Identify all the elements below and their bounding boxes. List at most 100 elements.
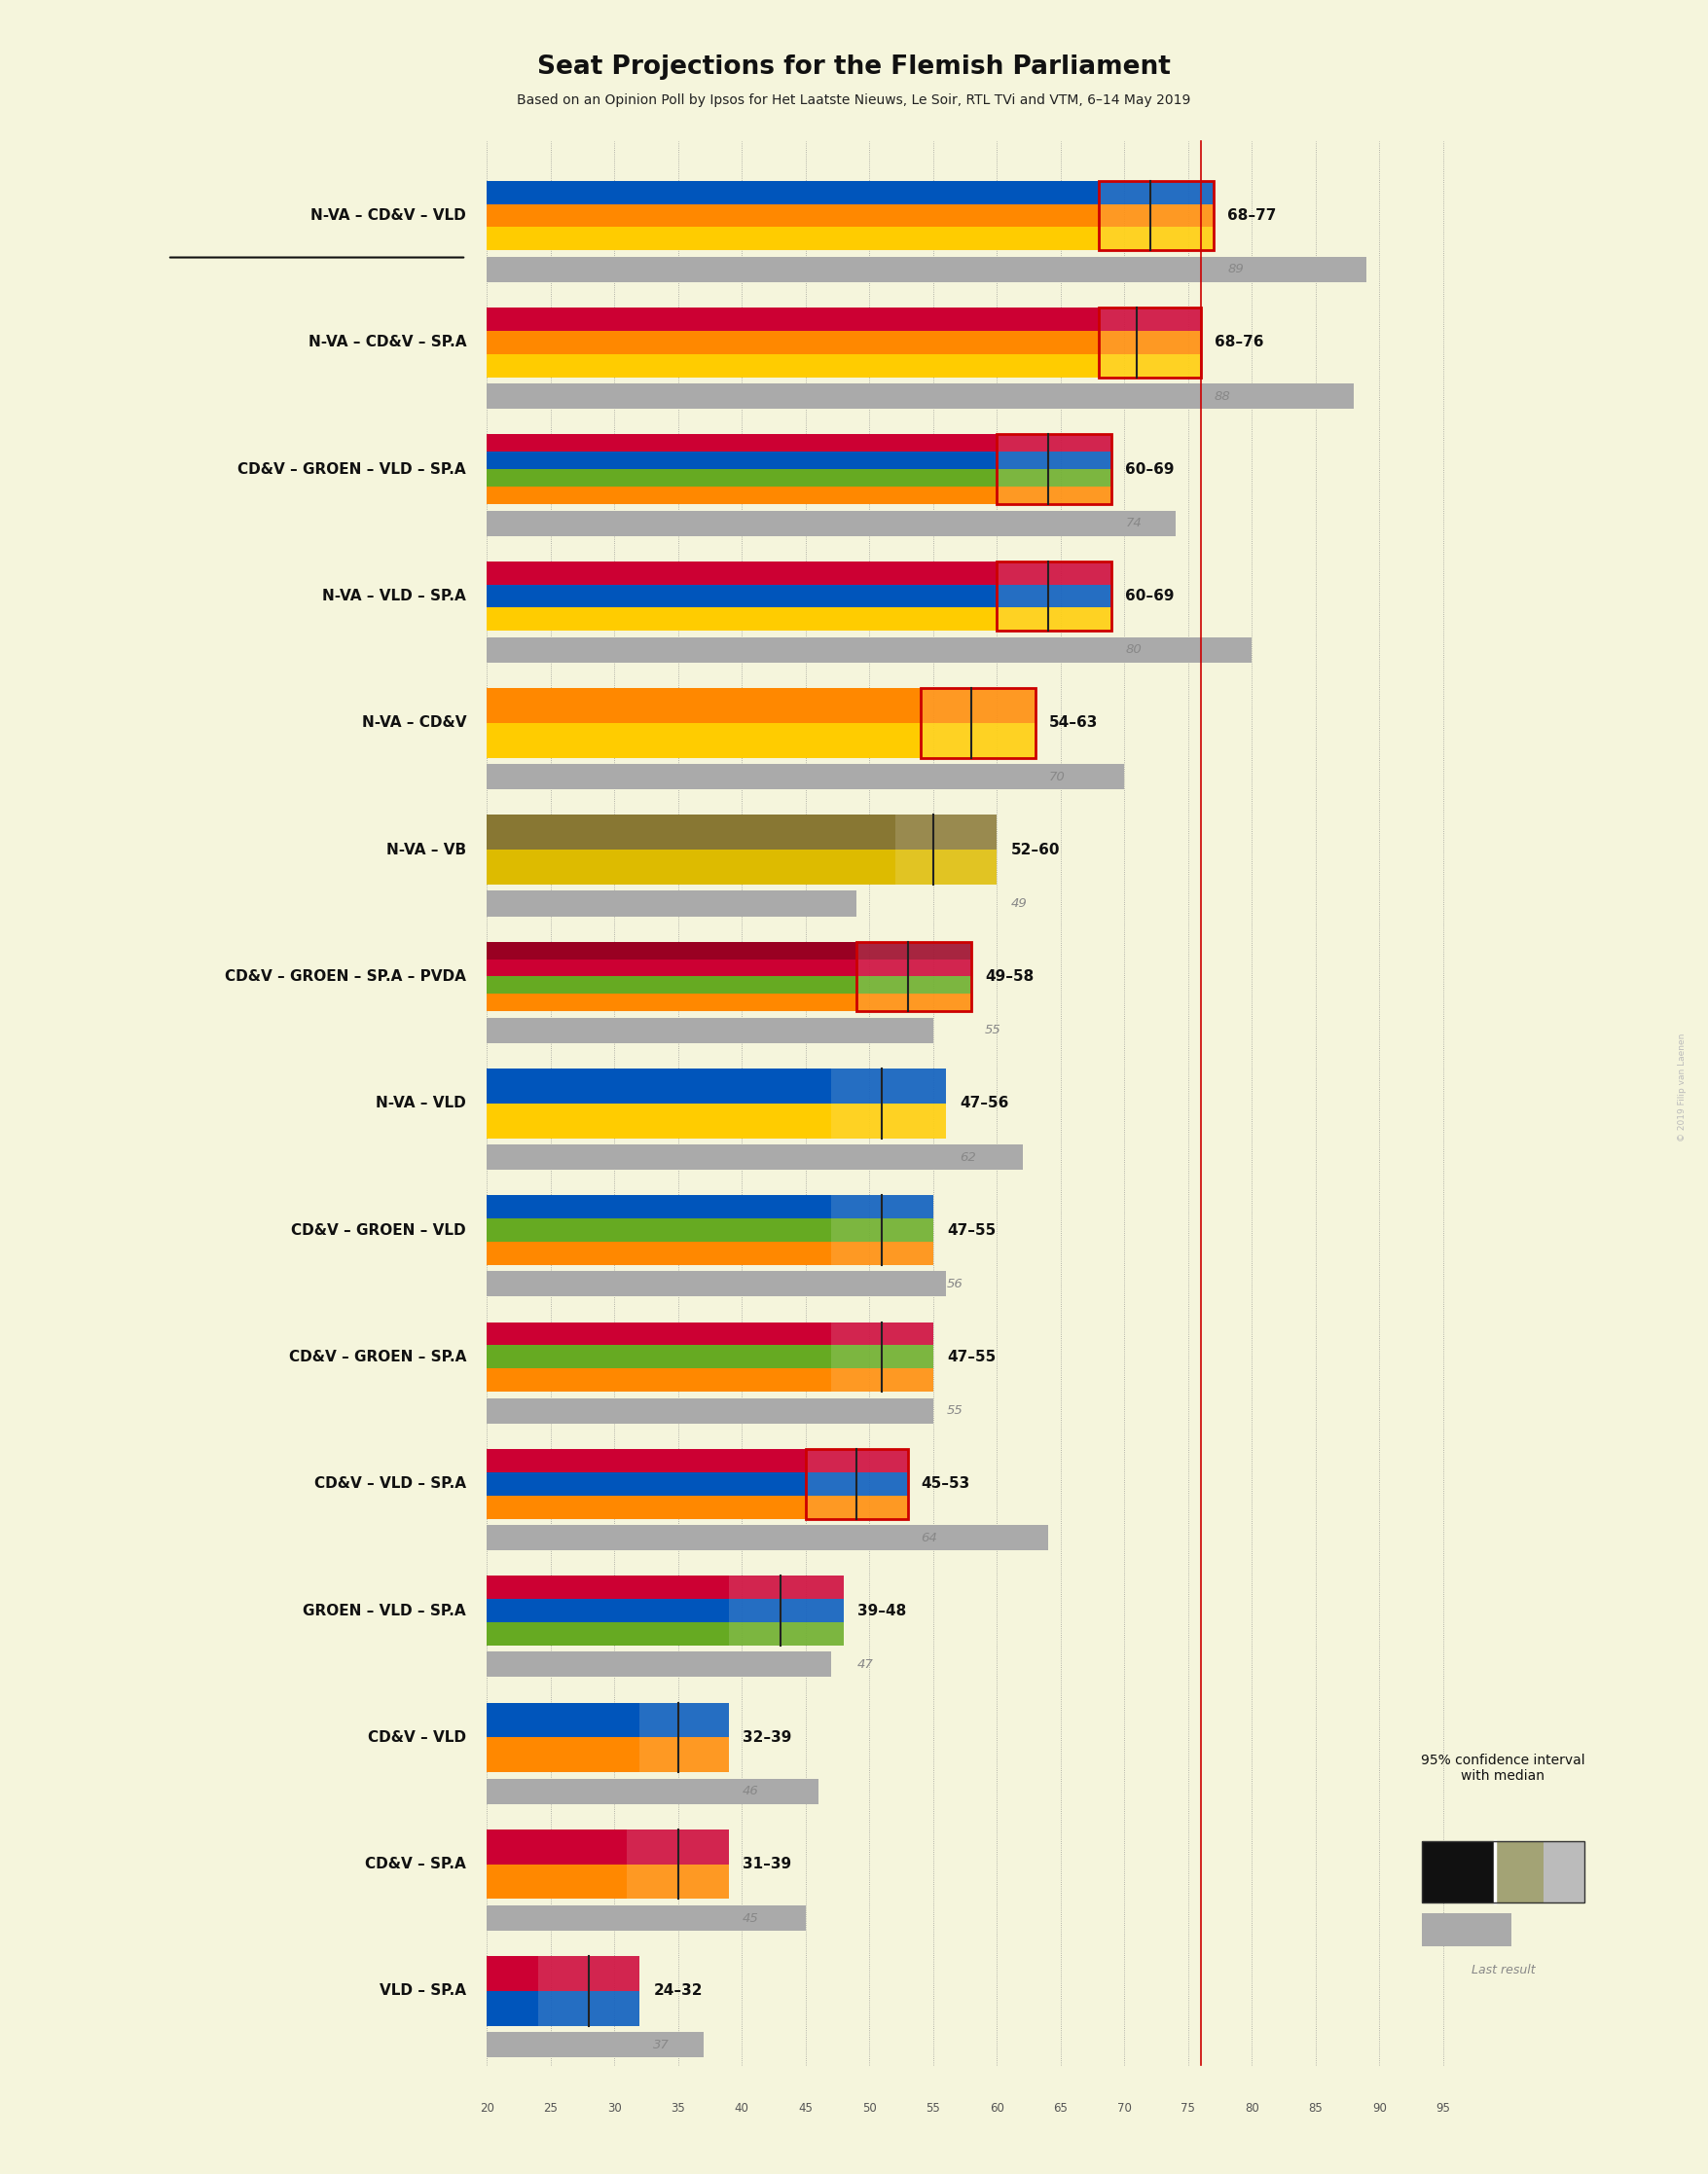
Text: 75: 75 — [1180, 2102, 1196, 2115]
FancyBboxPatch shape — [997, 585, 1112, 609]
FancyBboxPatch shape — [729, 1576, 844, 1598]
Text: 88: 88 — [1214, 389, 1231, 402]
FancyBboxPatch shape — [487, 1398, 933, 1424]
FancyBboxPatch shape — [487, 976, 857, 994]
FancyBboxPatch shape — [997, 470, 1112, 487]
Text: 56: 56 — [946, 1278, 963, 1291]
FancyBboxPatch shape — [857, 994, 972, 1011]
Text: 68–77: 68–77 — [1228, 209, 1276, 224]
FancyBboxPatch shape — [487, 815, 895, 850]
Text: 49–58: 49–58 — [986, 970, 1033, 985]
FancyBboxPatch shape — [487, 204, 1098, 228]
FancyBboxPatch shape — [487, 941, 857, 959]
FancyBboxPatch shape — [487, 1196, 832, 1217]
FancyBboxPatch shape — [487, 1622, 729, 1646]
FancyBboxPatch shape — [487, 891, 857, 915]
Text: Based on an Opinion Poll by Ipsos for Het Laatste Nieuws, Le Soir, RTL TVi and V: Based on an Opinion Poll by Ipsos for He… — [518, 93, 1190, 107]
FancyBboxPatch shape — [1421, 1841, 1494, 1902]
FancyBboxPatch shape — [487, 452, 997, 470]
FancyBboxPatch shape — [832, 1241, 933, 1265]
Text: CD&V – GROEN – SP.A – PVDA: CD&V – GROEN – SP.A – PVDA — [225, 970, 466, 985]
Text: CD&V – SP.A: CD&V – SP.A — [366, 1857, 466, 1872]
FancyBboxPatch shape — [832, 1322, 933, 1346]
FancyBboxPatch shape — [857, 959, 972, 976]
FancyBboxPatch shape — [997, 561, 1112, 585]
Text: 65: 65 — [1054, 2102, 1068, 2115]
Text: 54–63: 54–63 — [1049, 715, 1098, 730]
Text: 70: 70 — [1117, 2102, 1132, 2115]
FancyBboxPatch shape — [997, 561, 1112, 585]
Text: 47–56: 47–56 — [960, 1096, 1009, 1111]
FancyBboxPatch shape — [1098, 330, 1201, 354]
FancyBboxPatch shape — [487, 994, 857, 1011]
Text: 45: 45 — [798, 2102, 813, 2115]
FancyBboxPatch shape — [538, 1957, 640, 1991]
Text: 55: 55 — [926, 2102, 941, 2115]
FancyBboxPatch shape — [1098, 204, 1214, 228]
FancyBboxPatch shape — [487, 1778, 818, 1804]
Text: N-VA – VLD – SP.A: N-VA – VLD – SP.A — [323, 589, 466, 604]
Text: CD&V – VLD – SP.A: CD&V – VLD – SP.A — [314, 1476, 466, 1491]
Text: 80: 80 — [1126, 644, 1141, 657]
FancyBboxPatch shape — [487, 330, 1098, 354]
FancyBboxPatch shape — [857, 994, 972, 1011]
FancyBboxPatch shape — [921, 722, 1035, 759]
FancyBboxPatch shape — [487, 511, 1175, 535]
FancyBboxPatch shape — [487, 1370, 832, 1391]
FancyBboxPatch shape — [895, 815, 997, 850]
FancyBboxPatch shape — [806, 1472, 907, 1496]
FancyBboxPatch shape — [640, 1702, 729, 1737]
FancyBboxPatch shape — [487, 585, 997, 609]
Text: 47–55: 47–55 — [946, 1222, 996, 1237]
Text: VLD – SP.A: VLD – SP.A — [379, 1983, 466, 1998]
Text: 62: 62 — [960, 1150, 975, 1163]
FancyBboxPatch shape — [640, 1702, 729, 1737]
Text: CD&V – GROEN – VLD – SP.A: CD&V – GROEN – VLD – SP.A — [237, 461, 466, 476]
Text: 47–55: 47–55 — [946, 1350, 996, 1365]
FancyBboxPatch shape — [627, 1863, 729, 1900]
FancyBboxPatch shape — [806, 1496, 907, 1520]
FancyBboxPatch shape — [997, 470, 1112, 487]
Text: 64: 64 — [921, 1530, 938, 1544]
Text: N-VA – VLD: N-VA – VLD — [376, 1096, 466, 1111]
FancyBboxPatch shape — [832, 1370, 933, 1391]
Text: 60–69: 60–69 — [1126, 589, 1175, 604]
FancyBboxPatch shape — [487, 2033, 704, 2057]
FancyBboxPatch shape — [487, 1957, 538, 1991]
Text: N-VA – CD&V – VLD: N-VA – CD&V – VLD — [311, 209, 466, 224]
FancyBboxPatch shape — [857, 941, 972, 959]
FancyBboxPatch shape — [806, 1472, 907, 1496]
FancyBboxPatch shape — [487, 180, 1098, 204]
FancyBboxPatch shape — [487, 1702, 640, 1737]
Text: CD&V – VLD: CD&V – VLD — [367, 1731, 466, 1746]
FancyBboxPatch shape — [806, 1448, 907, 1472]
FancyBboxPatch shape — [921, 687, 1035, 722]
FancyBboxPatch shape — [729, 1598, 844, 1622]
FancyBboxPatch shape — [1098, 180, 1214, 204]
FancyBboxPatch shape — [487, 722, 921, 759]
FancyBboxPatch shape — [1098, 228, 1214, 250]
FancyBboxPatch shape — [487, 1652, 832, 1676]
FancyBboxPatch shape — [487, 383, 1354, 409]
FancyBboxPatch shape — [487, 561, 997, 585]
FancyBboxPatch shape — [487, 354, 1098, 378]
Text: 45: 45 — [743, 1911, 758, 1924]
FancyBboxPatch shape — [895, 815, 997, 850]
FancyBboxPatch shape — [729, 1622, 844, 1646]
FancyBboxPatch shape — [627, 1828, 729, 1863]
FancyBboxPatch shape — [832, 1241, 933, 1265]
Text: 80: 80 — [1245, 2102, 1259, 2115]
Text: 95: 95 — [1436, 2102, 1450, 2115]
Text: 45–53: 45–53 — [921, 1476, 970, 1491]
FancyBboxPatch shape — [895, 850, 997, 885]
Text: 60–69: 60–69 — [1126, 461, 1175, 476]
Text: 40: 40 — [734, 2102, 750, 2115]
FancyBboxPatch shape — [487, 1576, 729, 1598]
Text: 49: 49 — [1011, 898, 1027, 911]
Text: 39–48: 39–48 — [857, 1602, 907, 1617]
Text: 60: 60 — [989, 2102, 1004, 2115]
Text: 55: 55 — [986, 1024, 1001, 1037]
Text: 50: 50 — [863, 2102, 876, 2115]
FancyBboxPatch shape — [921, 722, 1035, 759]
FancyBboxPatch shape — [997, 487, 1112, 504]
